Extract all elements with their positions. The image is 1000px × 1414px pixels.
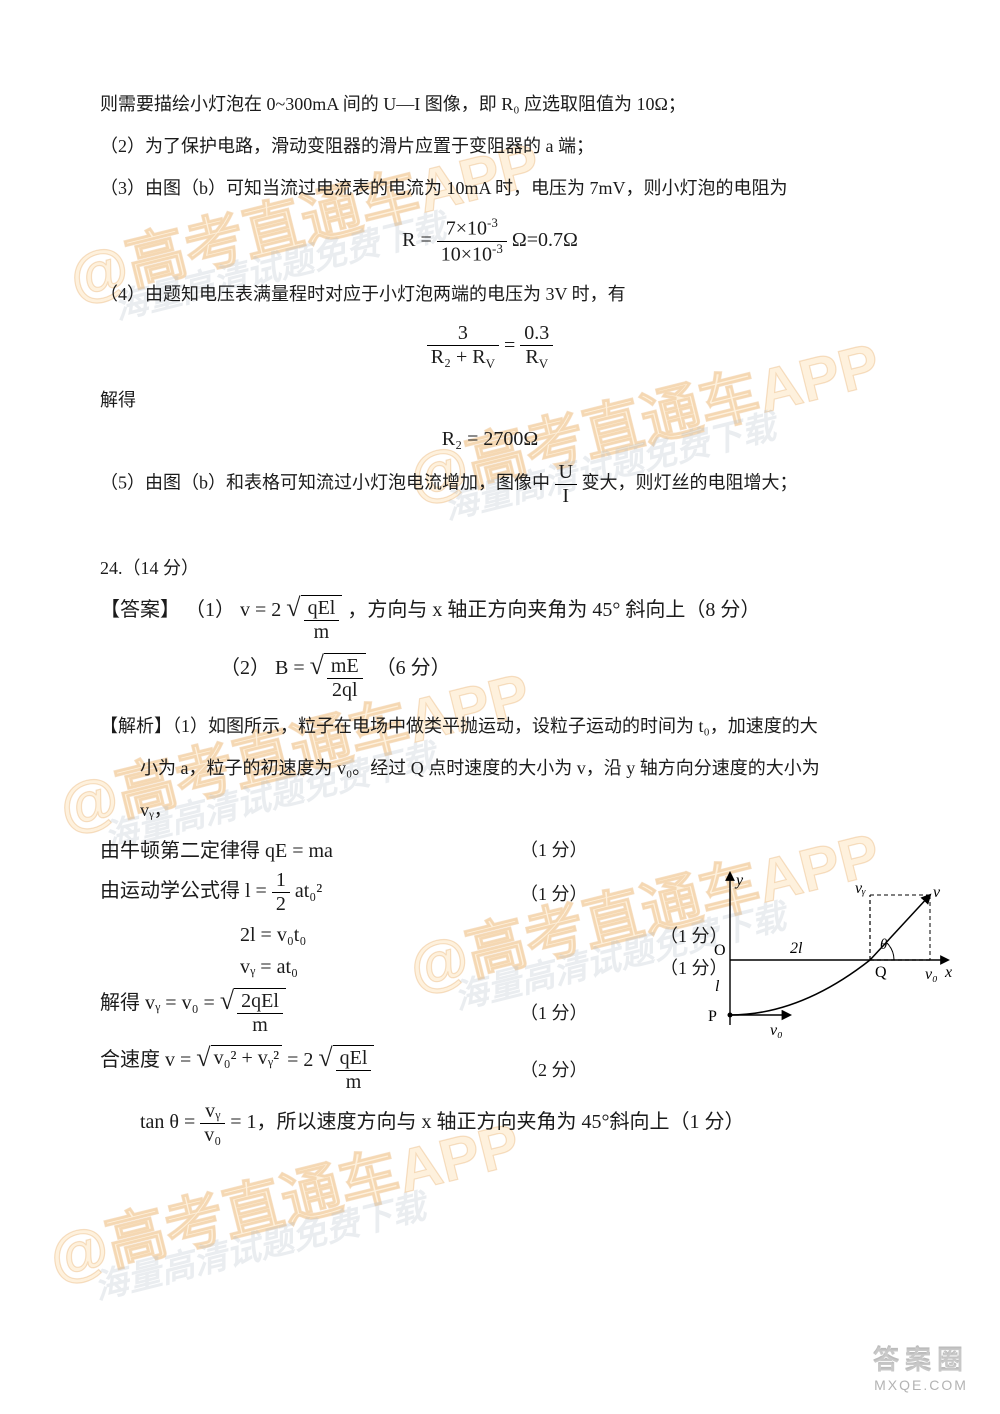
formula-R-value: R = 7×10-3 10×10-3 Ω=0.7Ω bbox=[100, 216, 880, 266]
q24-heading: 24.（14 分） bbox=[100, 550, 880, 586]
label-2l: 2l bbox=[790, 940, 803, 957]
eq4-text: vᵧ = at₀ bbox=[100, 956, 660, 979]
eq7-pre: tan θ = bbox=[140, 1111, 200, 1133]
eq5-mark: （1 分） bbox=[520, 999, 600, 1025]
label-v0-p: v₀ bbox=[770, 1022, 783, 1039]
solution-1b: 小为 a，粒子的初速度为 v₀。经过 Q 点时速度的大小为 v，沿 y 轴方向分… bbox=[140, 750, 880, 786]
para-6: （5）由图（b）和表格可知流过小灯泡电流增加，图像中 U I 变大，则灯丝的电阻… bbox=[100, 461, 880, 508]
answer-2: （2） B = √ mE 2ql （6 分） bbox=[220, 650, 880, 702]
label-l: l bbox=[715, 978, 720, 995]
eq2-tail: at₀² bbox=[295, 880, 322, 902]
watermark-small-5: 海量高清试题免费下载 bbox=[88, 1179, 430, 1309]
p6-a: （5）由图（b）和表格可知流过小灯泡电流增加，图像中 bbox=[100, 473, 555, 493]
eq5-num: 2qEl bbox=[237, 990, 283, 1014]
sol1a: （1）如图所示，粒子在电场中做类平抛运动，设粒子运动的时间为 t₀，加速度的大 bbox=[172, 716, 818, 736]
f2-rhs-den: R bbox=[525, 346, 538, 368]
ans2-sqrt-num: mE bbox=[327, 655, 363, 679]
eq5-den: m bbox=[237, 1014, 283, 1037]
f4-num: U bbox=[555, 461, 577, 485]
ans1-pre: （1） v = 2 bbox=[185, 599, 281, 621]
eq1-text: 由牛顿第二定律得 qE = ma bbox=[100, 834, 520, 863]
formula-R2: R₂ = 2700Ω bbox=[100, 428, 880, 451]
p6-b: 变大，则灯丝的电阻增大； bbox=[581, 473, 797, 493]
f2-lhs-den-sub: V bbox=[486, 356, 495, 371]
eq2-pre: 由运动学公式得 l = bbox=[100, 880, 272, 902]
eq7-post: = 1，所以速度方向与 x 轴正方向夹角为 45°斜向上（1 分） bbox=[230, 1111, 744, 1133]
solution-label: 【解析】 bbox=[100, 716, 172, 736]
eq5-pre: 解得 vᵧ = v₀ = bbox=[100, 992, 220, 1014]
eq-resultant-v: 合速度 v = √v₀² + vᵧ² = 2 √ qEl m （2 分） bbox=[100, 1043, 880, 1094]
f1-exp1: -3 bbox=[487, 215, 498, 230]
eq-newton: 由牛顿第二定律得 qE = ma （1 分） bbox=[100, 834, 880, 863]
label-x: x bbox=[944, 964, 952, 981]
solution-1c: vᵧ， bbox=[140, 792, 880, 828]
eq2-den: 2 bbox=[272, 893, 290, 916]
label-vy: vᵧ bbox=[855, 880, 866, 897]
answer-1: 【答案】 （1） v = 2 √ qEl m ，方向与 x 轴正方向夹角为 45… bbox=[100, 592, 880, 644]
label-P: P bbox=[708, 1008, 717, 1025]
ans1-sqrt-num: qEl bbox=[304, 597, 340, 621]
f1-den: 10×10 bbox=[441, 243, 492, 265]
ans2-post: （6 分） bbox=[376, 657, 451, 679]
label-O: O bbox=[714, 942, 726, 959]
ans2-pre: （2） B = bbox=[220, 657, 310, 679]
eq2-num: 1 bbox=[272, 869, 290, 893]
corner-logo: 答案圈 MXQE.COM bbox=[856, 1340, 986, 1400]
eq6-num: qEl bbox=[336, 1047, 372, 1071]
label-Q: Q bbox=[875, 964, 887, 981]
f2-rhs-den-sub: V bbox=[539, 356, 548, 371]
eq3-text: 2l = v₀t₀ bbox=[100, 924, 660, 947]
para-2: （2）为了保护电路，滑动变阻器的滑片应置于变阻器的 a 端； bbox=[100, 128, 880, 164]
f1-num: 7×10 bbox=[446, 218, 487, 240]
ans1-sqrt-den: m bbox=[304, 621, 340, 644]
label-v: v bbox=[933, 884, 941, 901]
eq6-mark: （2 分） bbox=[520, 1056, 600, 1082]
para-1: 则需要描绘小灯泡在 0~300mA 间的 U—I 图像，即 R₀ 应选取阻值为 … bbox=[100, 86, 880, 122]
eq1-mark: （1 分） bbox=[520, 836, 600, 862]
eq6-pre: 合速度 v = bbox=[100, 1049, 196, 1071]
f4-den: I bbox=[555, 485, 577, 508]
ans2-sqrt-den: 2ql bbox=[327, 679, 363, 702]
para-5: 解得 bbox=[100, 382, 880, 418]
f1-tail: Ω=0.7Ω bbox=[507, 229, 578, 251]
formula-voltage-ratio: 3 R₂ + RV = 0.3 RV bbox=[100, 322, 880, 372]
answer-label: 【答案】 bbox=[100, 599, 180, 621]
label-theta: θ bbox=[880, 937, 888, 953]
eq2-mark: （1 分） bbox=[520, 880, 600, 906]
label-y: y bbox=[734, 872, 744, 889]
eq7-num: vᵧ bbox=[200, 1100, 225, 1124]
para-3: （3）由图（b）可知当流过电流表的电流为 10mA 时，电压为 7mV，则小灯泡… bbox=[100, 170, 880, 206]
projectile-diagram: y x O 2l l P Q v₀ v₀ vᵧ v θ bbox=[680, 865, 960, 1050]
logo-bottom: MXQE.COM bbox=[856, 1377, 986, 1393]
f2-lhs-num: 3 bbox=[427, 322, 499, 346]
para-4: （4）由题知电压表满量程时对应于小灯泡两端的电压为 3V 时，有 bbox=[100, 276, 880, 312]
ans1-post: ，方向与 x 轴正方向夹角为 45° 斜向上（8 分） bbox=[347, 599, 760, 621]
f2-lhs-den-a: R₂ + R bbox=[431, 346, 486, 368]
eq-tan-theta: tan θ = vᵧ v₀ = 1，所以速度方向与 x 轴正方向夹角为 45°斜… bbox=[140, 1100, 880, 1147]
solution-1a: 【解析】（1）如图所示，粒子在电场中做类平抛运动，设粒子运动的时间为 t₀，加速… bbox=[100, 708, 880, 744]
eq7-den: v₀ bbox=[200, 1124, 225, 1147]
eq6-mid: = 2 bbox=[287, 1049, 313, 1071]
label-v0-q: v₀ bbox=[925, 966, 938, 983]
eq6-den: m bbox=[336, 1071, 372, 1094]
f2-rhs-num: 0.3 bbox=[520, 322, 553, 346]
eq6-inner: v₀² + vᵧ² bbox=[211, 1045, 283, 1070]
logo-top: 答案圈 bbox=[856, 1340, 986, 1377]
f1-exp2: -3 bbox=[492, 241, 503, 256]
